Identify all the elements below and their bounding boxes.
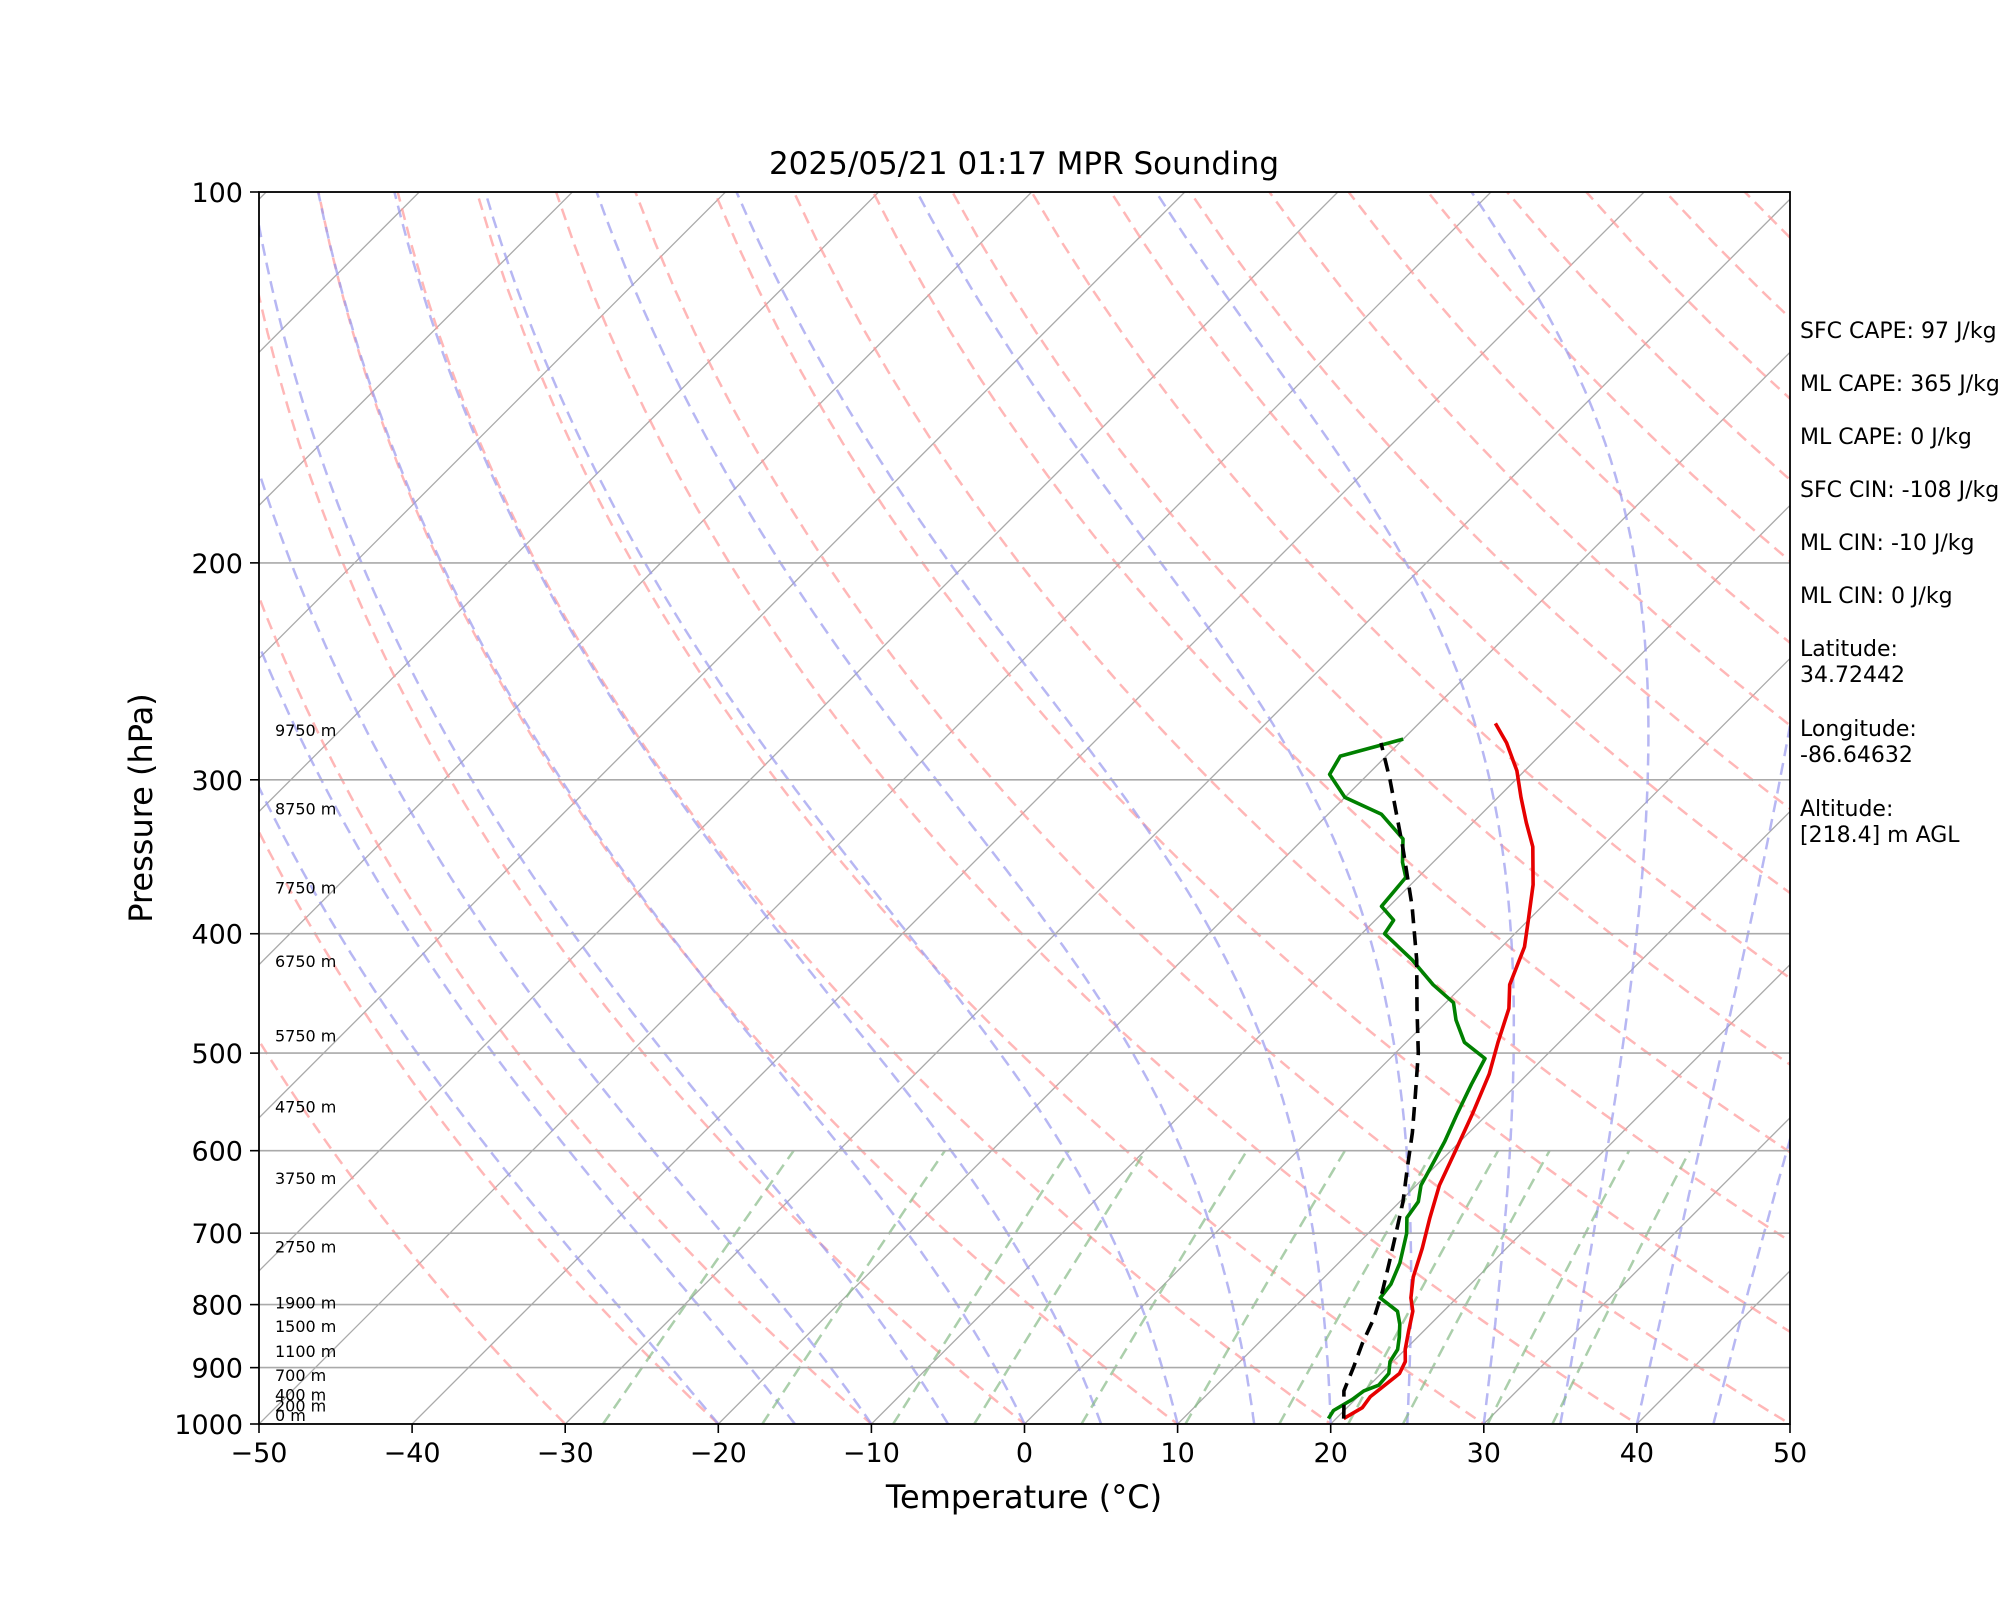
x-tick-label: 30	[1467, 1438, 1501, 1469]
moist-adiabat-line	[915, 192, 1413, 1424]
y-tick-label: 800	[191, 1291, 243, 1322]
dry-adiabat-line	[792, 192, 1790, 1243]
moist-adiabat-line	[259, 468, 873, 1424]
x-tick-label: −50	[231, 1438, 288, 1469]
moist-adiabat-line	[1635, 718, 1790, 1424]
moist-adiabat-line	[484, 192, 1179, 1424]
parcel-profile-line	[1341, 742, 1421, 1419]
x-tick-label: 10	[1160, 1438, 1194, 1469]
isotherm-line	[1329, 963, 1790, 1424]
isotherm-line	[1023, 657, 1790, 1424]
isotherm-line	[259, 192, 1033, 966]
y-tick-label: 900	[191, 1354, 243, 1385]
altitude-label: 400 m	[275, 1385, 326, 1404]
dry-adiabat-line	[871, 192, 1790, 1154]
dry-adiabat-line	[259, 290, 1027, 1424]
moist-adiabat-line	[259, 219, 950, 1424]
y-tick-label: 100	[191, 178, 243, 209]
x-tick-label: −20	[690, 1438, 747, 1469]
info-panel-entry: Latitude: 34.72442	[1800, 637, 1905, 688]
isotherm-line	[870, 504, 1790, 1424]
isotherm-line	[259, 192, 574, 507]
y-axis-label: Pressure (hPa)	[122, 693, 160, 923]
chart-title: 2025/05/21 01:17 MPR Sounding	[769, 146, 1279, 182]
x-tick-label: −30	[537, 1438, 594, 1469]
isotherm-line	[1482, 1116, 1790, 1424]
y-tick-label: 200	[191, 549, 243, 580]
dry-adiabat-line	[1030, 192, 1790, 980]
temperature-line	[1342, 722, 1535, 1421]
altitude-label: 9750 m	[275, 721, 336, 740]
altitude-label: 200 m	[275, 1396, 326, 1415]
isotherm-line	[564, 198, 1790, 1424]
info-panel-entry: SFC CAPE: 97 J/kg	[1800, 319, 1997, 344]
altitude-label: 5750 m	[275, 1027, 336, 1046]
dry-adiabat-line	[259, 593, 874, 1424]
moist-adiabat-line	[735, 192, 1332, 1424]
x-tick-label: 40	[1620, 1438, 1654, 1469]
y-tick-label: 300	[191, 766, 243, 797]
isotherm-line	[259, 192, 727, 660]
info-panel-entry: Longitude: -86.64632	[1800, 717, 1917, 768]
altitude-label: 8750 m	[275, 800, 336, 819]
x-tick-label: −10	[843, 1438, 900, 1469]
x-tick-label: 0	[1016, 1438, 1033, 1469]
info-panel-entry: ML CIN: 0 J/kg	[1800, 584, 1953, 609]
info-panel-entry: ML CAPE: 365 J/kg	[1800, 372, 2000, 397]
altitude-label: 4750 m	[275, 1098, 336, 1117]
x-tick-label: −40	[384, 1438, 441, 1469]
isotherm-line	[259, 192, 1492, 1424]
info-panel-entry: ML CIN: -10 J/kg	[1800, 531, 1974, 556]
altitude-label: 6750 m	[275, 952, 336, 971]
isotherm-line	[259, 192, 880, 813]
dewpoint-line	[1326, 737, 1487, 1420]
altitude-label: 7750 m	[275, 878, 336, 897]
altitude-label: 0 m	[275, 1406, 306, 1425]
x-axis-label: Temperature (°C)	[885, 1478, 1162, 1516]
dry-adiabat-line	[1109, 192, 1790, 895]
moist-adiabat-line	[393, 192, 1103, 1424]
dry-adiabat-line	[554, 192, 1640, 1424]
isotherm-line	[259, 192, 1339, 1272]
altitude-label: 1100 m	[275, 1342, 336, 1361]
altitude-label: 1500 m	[275, 1317, 336, 1336]
y-tick-label: 700	[191, 1219, 243, 1250]
isotherm-line	[1176, 810, 1790, 1424]
y-tick-label: 400	[191, 920, 243, 951]
moist-adiabat-line	[316, 192, 1026, 1424]
dry-adiabat-line	[475, 192, 1487, 1424]
dry-adiabat-line	[317, 192, 1180, 1424]
altitude-label: 1900 m	[275, 1293, 336, 1312]
moist-adiabat-line	[1470, 192, 1650, 1424]
mixing-ratio-line	[601, 1149, 795, 1424]
y-tick-label: 1000	[174, 1410, 243, 1441]
dry-adiabat-line	[713, 192, 1790, 1334]
isotherm-line	[717, 351, 1790, 1424]
isotherm-line	[259, 192, 1186, 1119]
altitude-label: 700 m	[275, 1366, 326, 1385]
info-panel-entry: ML CAPE: 0 J/kg	[1800, 425, 1972, 450]
y-tick-label: 600	[191, 1137, 243, 1168]
dry-adiabat-line	[1268, 192, 1790, 727]
dry-adiabat-line	[259, 829, 721, 1424]
moist-adiabat-line	[1154, 192, 1516, 1424]
dry-adiabat-line	[259, 1038, 567, 1424]
info-panel-entry: Altitude: [218.4] m AGL	[1800, 797, 1960, 848]
y-tick-label: 500	[191, 1039, 243, 1070]
dry-adiabat-line	[634, 192, 1790, 1424]
dry-adiabat-line	[396, 192, 1333, 1424]
isotherm-line	[411, 192, 1646, 1424]
info-panel-entry: SFC CIN: -108 J/kg	[1800, 478, 1999, 503]
altitude-label: 3750 m	[275, 1169, 336, 1188]
x-tick-label: 50	[1773, 1438, 1807, 1469]
altitude-label: 2750 m	[275, 1238, 336, 1257]
x-tick-label: 20	[1314, 1438, 1348, 1469]
